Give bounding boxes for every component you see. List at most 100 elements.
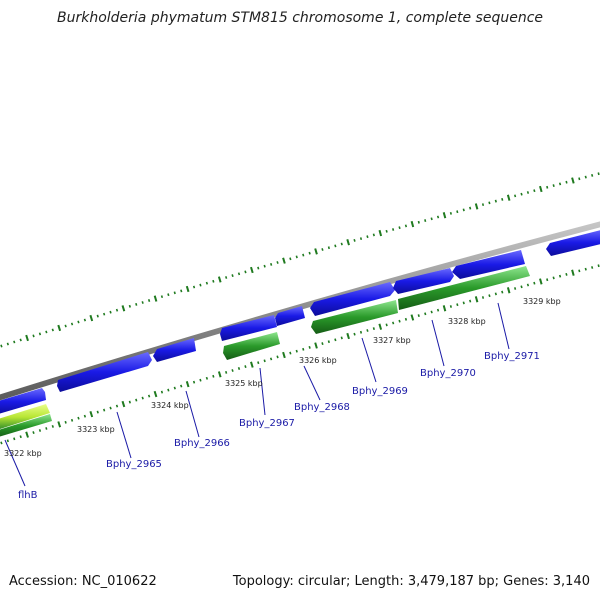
- major-tick: [474, 296, 479, 303]
- major-tick: [121, 305, 126, 312]
- minor-tick: [77, 320, 80, 324]
- lower-tick-track: [0, 264, 600, 445]
- minor-tick: [514, 287, 517, 290]
- minor-tick: [546, 278, 549, 282]
- major-tick: [57, 324, 62, 332]
- minor-tick: [456, 303, 459, 307]
- forward-gene[interactable]: [393, 268, 454, 294]
- minor-tick: [199, 378, 202, 382]
- gene-label-bphy-2969[interactable]: Bphy_2969: [352, 386, 408, 397]
- minor-tick: [359, 237, 363, 240]
- minor-tick: [173, 291, 176, 295]
- minor-tick: [199, 283, 202, 287]
- major-tick: [153, 295, 158, 302]
- minor-tick: [494, 292, 497, 296]
- sequence-summary: Topology: circular; Length: 3,479,187 bp…: [232, 574, 590, 589]
- major-tick: [506, 194, 511, 201]
- reverse-gene[interactable]: [398, 266, 530, 310]
- reverse-gene[interactable]: [0, 404, 50, 430]
- minor-tick: [237, 367, 241, 370]
- minor-tick: [385, 323, 388, 327]
- minor-tick: [398, 226, 401, 230]
- minor-tick: [552, 184, 555, 188]
- minor-tick: [456, 210, 459, 214]
- minor-tick: [372, 327, 375, 331]
- minor-tick: [212, 279, 215, 283]
- minor-tick: [424, 219, 427, 222]
- minor-tick: [340, 336, 343, 340]
- gene-label-bphy-2968[interactable]: Bphy_2968: [294, 402, 350, 413]
- gene-label-bphy-2966[interactable]: Bphy_2966: [174, 438, 230, 449]
- minor-tick: [501, 290, 504, 294]
- minor-tick: [13, 340, 16, 344]
- reverse-gene[interactable]: [223, 332, 280, 360]
- minor-tick: [269, 357, 273, 361]
- minor-tick: [546, 185, 549, 189]
- forward-gene[interactable]: [153, 338, 196, 362]
- minor-tick: [533, 281, 536, 285]
- minor-tick: [13, 437, 16, 441]
- minor-tick: [276, 261, 279, 264]
- minor-tick: [565, 180, 568, 184]
- minor-tick: [32, 334, 35, 338]
- minor-tick: [173, 386, 176, 390]
- major-tick: [506, 287, 511, 294]
- major-tick: [185, 285, 190, 293]
- minor-tick: [147, 394, 151, 398]
- scale-label: 3327 kbp: [373, 336, 411, 345]
- minor-tick: [109, 310, 112, 314]
- forward-gene[interactable]: [310, 282, 395, 316]
- gene-label-flhB[interactable]: flhB: [18, 490, 38, 501]
- gene-label-bphy-2965[interactable]: Bphy_2965: [106, 459, 162, 470]
- scale-label: 3329 kbp: [523, 297, 561, 306]
- minor-tick: [45, 427, 48, 430]
- minor-tick: [321, 342, 324, 346]
- minor-tick: [276, 355, 279, 359]
- reverse-gene[interactable]: [311, 300, 398, 334]
- major-tick: [571, 177, 575, 184]
- gene-label-bphy-2971[interactable]: Bphy_2971: [484, 351, 540, 362]
- major-tick: [89, 314, 94, 322]
- minor-tick: [289, 351, 292, 355]
- minor-tick: [64, 324, 67, 328]
- major-tick: [346, 239, 350, 246]
- minor-tick: [192, 380, 196, 384]
- minor-tick: [449, 305, 452, 308]
- minor-tick: [64, 420, 67, 424]
- minor-tick: [19, 338, 22, 342]
- minor-tick: [180, 384, 183, 388]
- minor-tick: [552, 276, 555, 280]
- gene-label-bphy-2967[interactable]: Bphy_2967: [239, 418, 295, 429]
- minor-tick: [212, 374, 215, 378]
- minor-tick: [584, 175, 587, 179]
- minor-tick: [38, 429, 42, 432]
- forward-gene[interactable]: [546, 229, 600, 256]
- major-tick: [282, 257, 286, 264]
- scale-label: 3324 kbp: [151, 401, 189, 410]
- scale-label: 3323 kbp: [77, 425, 115, 434]
- forward-gene[interactable]: [452, 250, 525, 279]
- minor-tick: [257, 266, 260, 270]
- minor-tick: [6, 439, 9, 443]
- scale-label: 3325 kbp: [225, 379, 263, 388]
- minor-tick: [135, 398, 138, 402]
- minor-tick: [244, 365, 247, 369]
- major-tick: [250, 361, 254, 368]
- minor-tick: [334, 338, 337, 342]
- minor-tick: [231, 369, 234, 372]
- forward-gene[interactable]: [0, 388, 46, 415]
- gene-label-bphy-2970[interactable]: Bphy_2970: [420, 368, 476, 379]
- minor-tick: [205, 281, 209, 285]
- forward-gene[interactable]: [220, 315, 277, 341]
- minor-tick: [51, 328, 54, 332]
- forward-gene[interactable]: [275, 306, 305, 326]
- minor-tick: [38, 332, 42, 336]
- minor-tick: [591, 173, 594, 177]
- minor-tick: [70, 418, 74, 422]
- reverse-gene[interactable]: [0, 414, 52, 438]
- minor-tick: [514, 194, 517, 198]
- forward-gene[interactable]: [57, 352, 152, 392]
- minor-tick: [488, 201, 491, 205]
- minor-tick: [45, 330, 48, 334]
